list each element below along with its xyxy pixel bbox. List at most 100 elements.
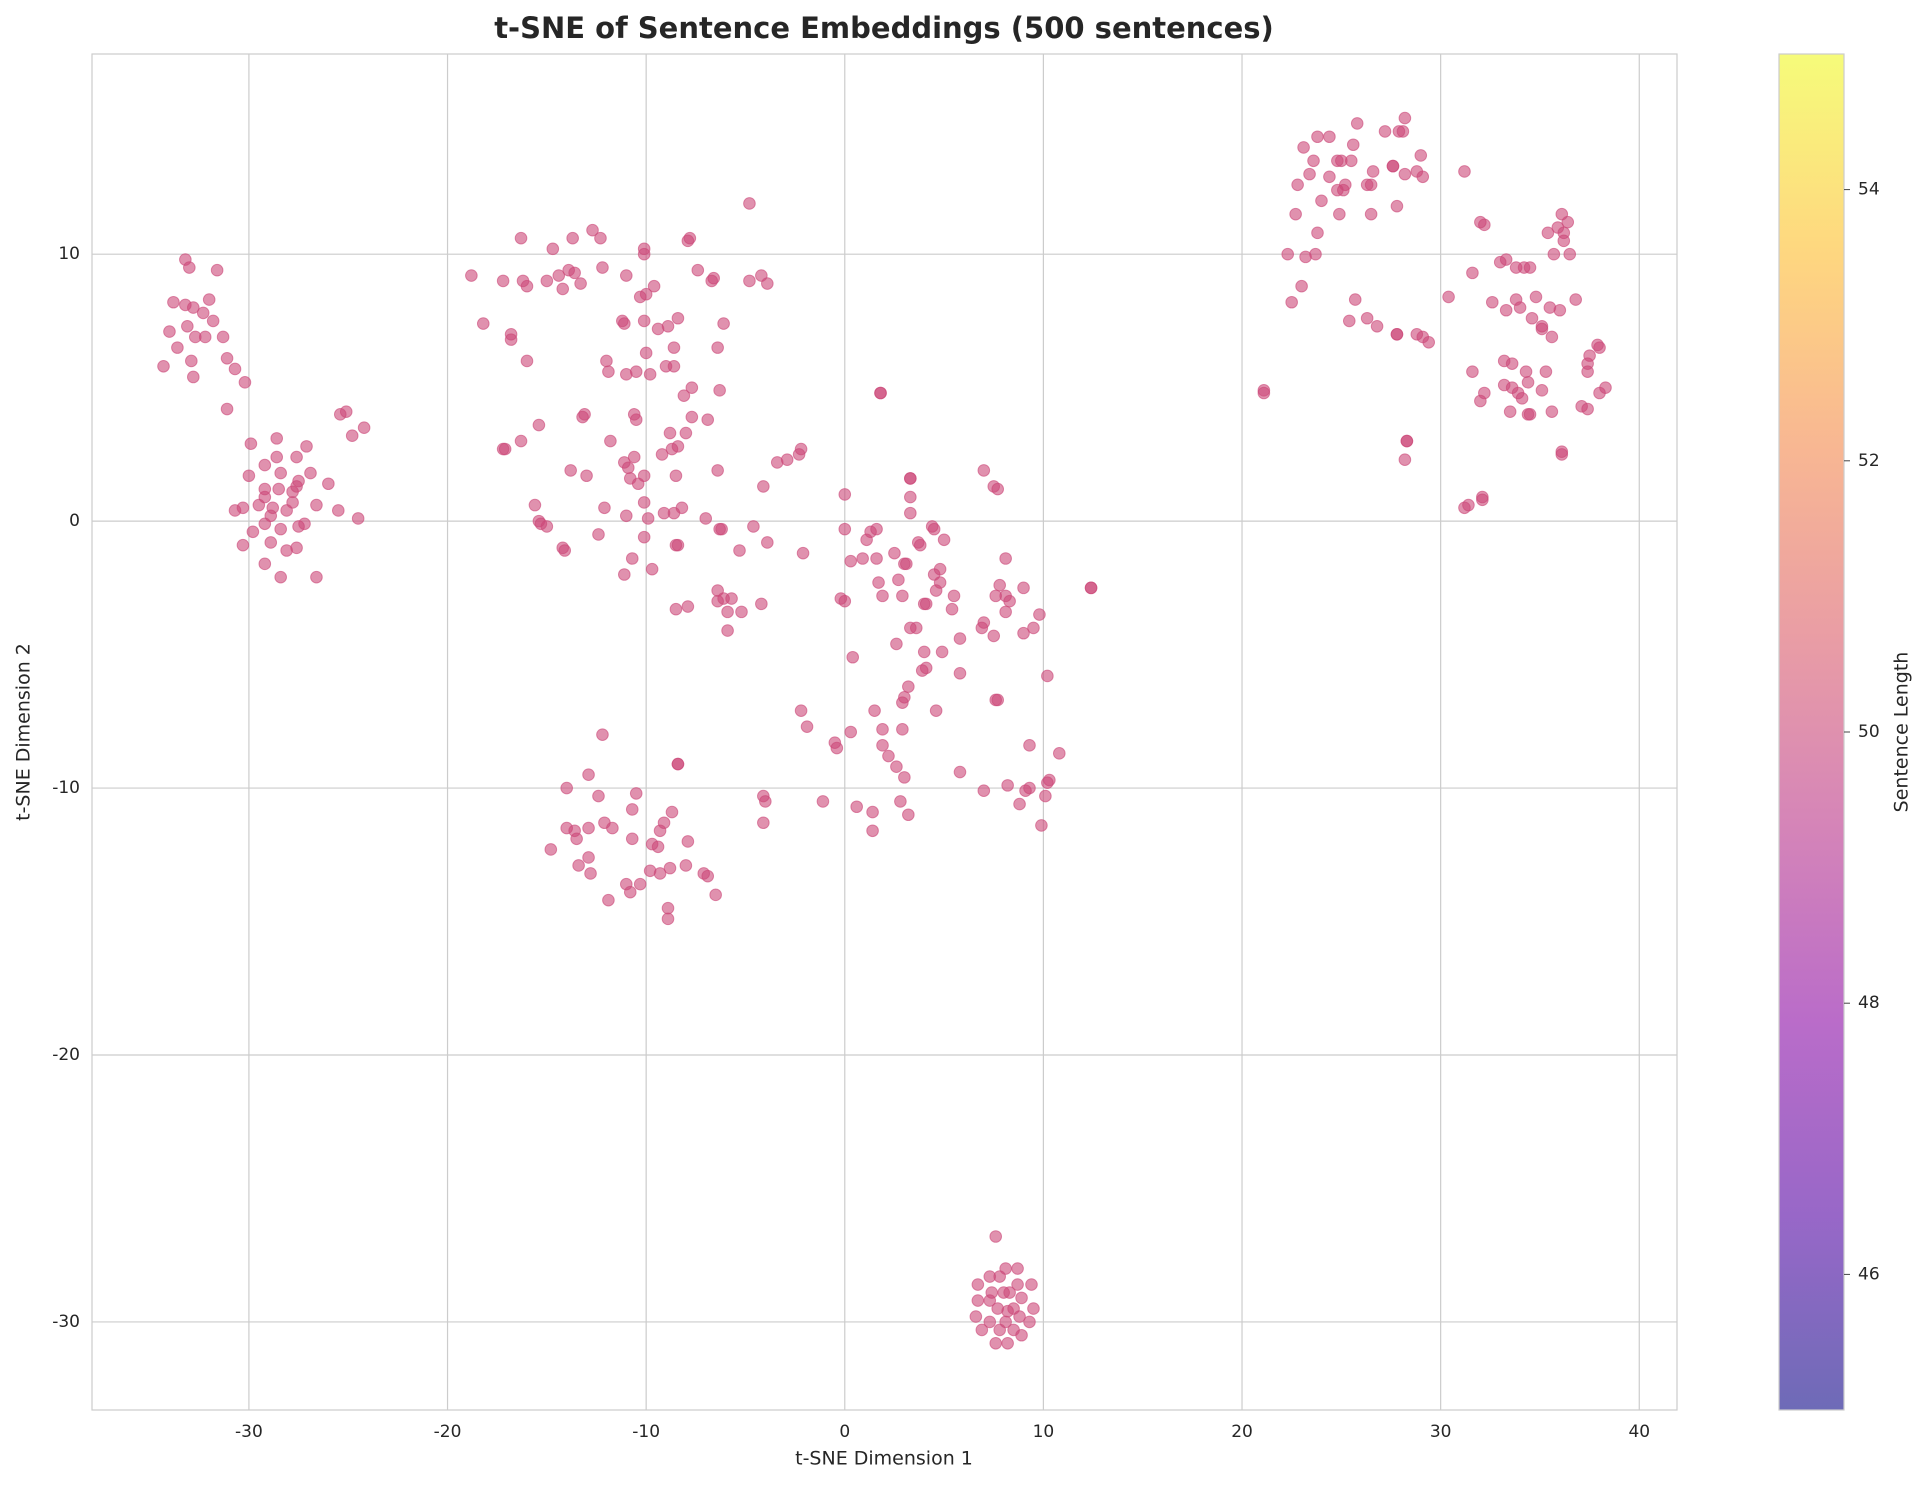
point — [1416, 170, 1430, 184]
point — [476, 317, 490, 330]
point — [1539, 365, 1553, 378]
points — [157, 111, 1612, 1350]
point — [816, 795, 830, 808]
point — [844, 554, 858, 568]
point — [715, 522, 728, 536]
colorbar-tick-label: 46 — [1858, 1264, 1880, 1284]
point — [927, 522, 941, 536]
point — [969, 1310, 983, 1323]
point — [572, 859, 585, 872]
point — [637, 530, 651, 544]
point — [977, 464, 991, 477]
point — [1466, 266, 1479, 280]
point — [1295, 279, 1308, 293]
point — [677, 389, 691, 402]
point — [868, 704, 881, 717]
point — [947, 589, 961, 603]
point — [163, 325, 176, 338]
point — [228, 504, 242, 517]
point — [929, 704, 943, 717]
point — [661, 901, 675, 915]
point — [1499, 253, 1513, 266]
point — [856, 552, 869, 565]
point — [1311, 226, 1324, 240]
point — [598, 501, 611, 515]
point — [228, 362, 242, 376]
point — [621, 461, 635, 475]
point — [206, 314, 220, 328]
point — [653, 824, 667, 838]
point — [876, 589, 889, 603]
point — [618, 568, 631, 581]
point — [578, 408, 591, 421]
x-tick-label: 20 — [1231, 1422, 1253, 1442]
point — [602, 893, 615, 907]
point — [860, 533, 873, 547]
point — [1398, 111, 1412, 125]
point — [902, 808, 915, 822]
point — [1529, 290, 1543, 304]
point — [167, 295, 180, 309]
point — [780, 453, 794, 467]
point — [633, 877, 647, 891]
point — [681, 835, 695, 848]
point — [1485, 295, 1499, 309]
point — [210, 263, 224, 277]
point — [629, 413, 643, 426]
point — [540, 274, 554, 288]
point — [870, 522, 883, 536]
point — [1390, 327, 1404, 341]
point — [546, 242, 560, 256]
point — [876, 739, 889, 752]
point — [1011, 1262, 1024, 1275]
point — [625, 552, 639, 565]
point — [580, 469, 593, 483]
point — [1422, 335, 1436, 349]
point — [596, 728, 609, 741]
colorbar-label: Sentence Length — [1891, 652, 1913, 813]
point — [1521, 376, 1535, 389]
point — [586, 223, 599, 237]
point — [1291, 178, 1304, 192]
point — [671, 757, 685, 771]
point — [1466, 365, 1479, 378]
point — [1348, 293, 1362, 306]
point — [971, 1294, 985, 1307]
point — [186, 370, 200, 384]
point — [1307, 154, 1320, 168]
point — [919, 597, 933, 611]
point — [1474, 394, 1487, 408]
point — [619, 269, 633, 282]
point — [1027, 1302, 1040, 1315]
point — [1017, 626, 1030, 640]
point — [244, 437, 258, 451]
point — [975, 621, 989, 635]
point — [1499, 303, 1513, 317]
y-tick-label: 0 — [69, 511, 80, 531]
point — [866, 805, 879, 819]
point — [999, 605, 1012, 619]
point — [904, 621, 917, 635]
point — [667, 341, 681, 354]
point — [1001, 779, 1014, 792]
y-tick-label: -30 — [52, 1312, 80, 1332]
point — [1364, 178, 1378, 192]
point — [216, 330, 230, 344]
point — [761, 277, 774, 290]
point — [669, 602, 683, 616]
point — [258, 517, 272, 531]
point — [264, 536, 278, 549]
point — [1478, 218, 1491, 232]
point — [711, 341, 724, 354]
point — [866, 824, 879, 838]
point — [625, 803, 639, 816]
chart-title: t-SNE of Sentence Embeddings (500 senten… — [494, 11, 1274, 45]
point — [1476, 493, 1489, 507]
point — [953, 765, 967, 779]
point — [1545, 405, 1559, 418]
point — [623, 885, 637, 899]
point — [665, 442, 679, 456]
point — [310, 498, 323, 512]
point — [1581, 365, 1594, 378]
point — [1342, 314, 1356, 328]
